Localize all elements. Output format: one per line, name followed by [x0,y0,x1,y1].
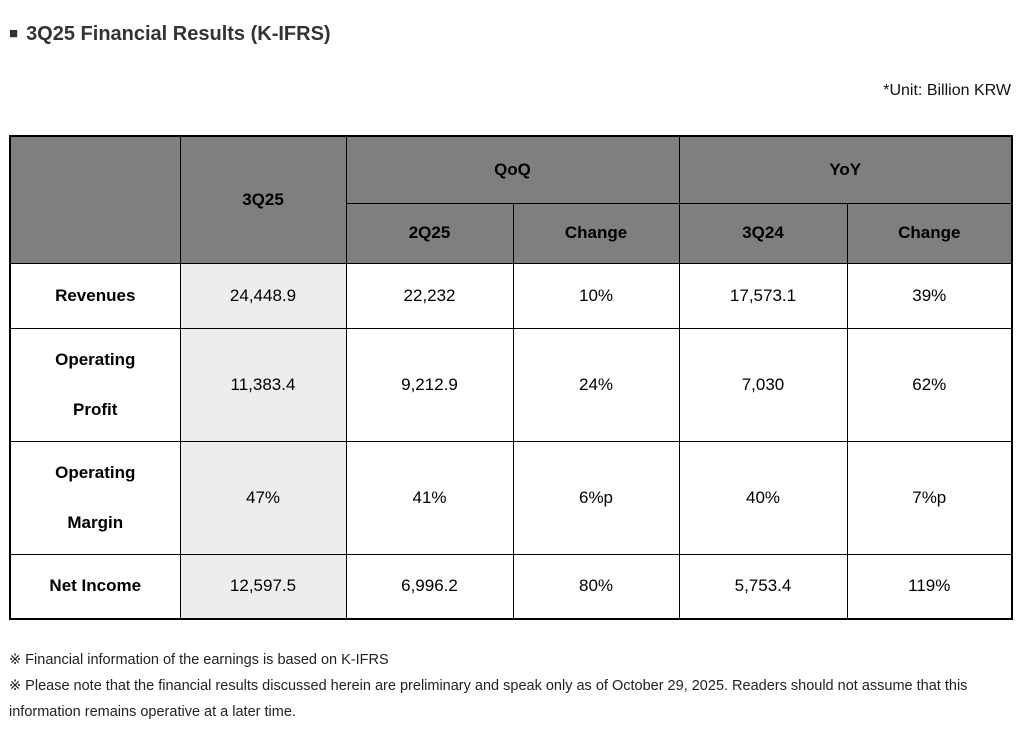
column-header-qoq-change: Change [512,202,680,264]
page-title-text: 3Q25 Financial Results (K-IFRS) [26,23,331,45]
footnotes: ※ Financial information of the earnings … [9,647,1011,725]
square-bullet-icon: ■ [9,25,19,42]
footnote-disclaimer: ※ Please note that the financial results… [9,678,968,720]
financial-results-table: 3Q25 QoQ YoY 2Q25 Change 3Q24 Change Rev… [9,135,1013,620]
column-header-3q24: 3Q24 [678,202,848,264]
cell-net-income-3q25: 12,597.5 [179,553,347,620]
row-label-operating-profit: Operating Profit [9,327,181,442]
unit-note: *Unit: Billion KRW [883,82,1011,99]
cell-operating-profit-qoq-change: 24% [512,327,680,442]
cell-revenues-qoq-change: 10% [512,262,680,329]
header-row-groups: 3Q25 QoQ YoY [9,135,1013,264]
column-header-3q25: 3Q25 [179,135,347,264]
cell-operating-margin-qoq-change: 6%p [512,440,680,555]
cell-operating-profit-yoy-change: 62% [846,327,1013,442]
cell-operating-profit-2q25: 9,212.9 [345,327,514,442]
cell-operating-margin-2q25: 41% [345,440,514,555]
header-row-subcolumns: 2Q25 Change 3Q24 Change [10,202,1013,264]
cell-revenues-3q25: 24,448.9 [179,262,347,329]
cell-net-income-qoq-change: 80% [512,553,680,620]
cell-operating-profit-3q25: 11,383.4 [179,327,347,442]
cell-net-income-yoy-change: 119% [846,553,1013,620]
cell-revenues-yoy-change: 39% [846,262,1013,329]
table-row-operating-margin: Operating Margin 47% 41% 6%p 40% 7%p [9,440,1013,555]
cell-revenues-3q24: 17,573.1 [678,262,848,329]
row-label-operating-margin: Operating Margin [9,440,181,555]
column-header-yoy-change: Change [846,202,1013,264]
table-row-revenues: Revenues 24,448.9 22,232 10% 17,573.1 39… [9,262,1013,329]
cell-operating-margin-3q24: 40% [678,440,848,555]
cell-net-income-2q25: 6,996.2 [345,553,514,620]
table-row-operating-profit: Operating Profit 11,383.4 9,212.9 24% 7,… [9,327,1013,442]
footnote-kifrs: ※ Financial information of the earnings … [9,652,389,668]
column-group-yoy: YoY [678,135,1013,204]
cell-operating-profit-3q24: 7,030 [678,327,848,442]
cell-operating-margin-3q25: 47% [179,440,347,555]
row-label-revenues: Revenues [9,262,181,329]
cell-operating-margin-yoy-change: 7%p [846,440,1013,555]
column-group-qoq: QoQ [345,135,680,204]
cell-revenues-2q25: 22,232 [345,262,514,329]
table-row-net-income: Net Income 12,597.5 6,996.2 80% 5,753.4 … [9,553,1013,620]
page-title: ■ 3Q25 Financial Results (K-IFRS) [9,22,1011,46]
cell-net-income-3q24: 5,753.4 [678,553,848,620]
column-header-2q25: 2Q25 [345,202,514,264]
corner-cell [9,135,181,264]
row-label-net-income: Net Income [9,553,181,620]
